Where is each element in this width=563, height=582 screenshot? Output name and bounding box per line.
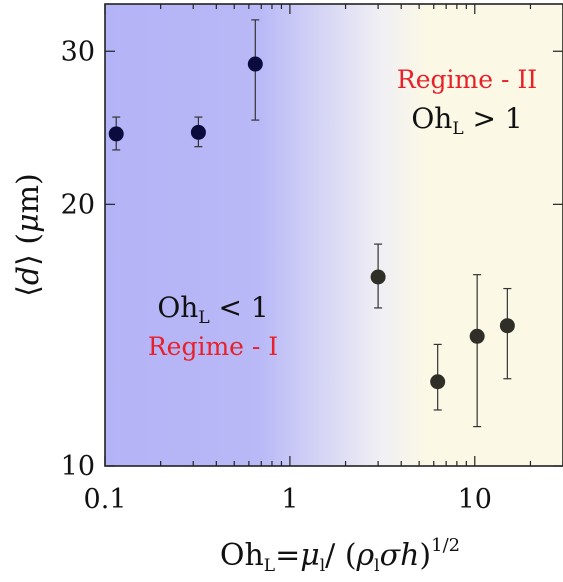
x-tick-label-2: 10 bbox=[458, 484, 492, 515]
y-title-unit-open: ( bbox=[11, 233, 46, 254]
x-title-slash: / ( bbox=[325, 538, 356, 573]
x-title-sigma-h: σh bbox=[380, 538, 420, 573]
x-title-rho: ρ bbox=[356, 538, 375, 573]
data-points bbox=[108, 56, 515, 390]
data-point-1-1 bbox=[430, 374, 446, 390]
y-title-unit-mu: μ bbox=[11, 213, 46, 233]
y-title-unit-m: m bbox=[11, 185, 46, 213]
x-title-rho-sub: l bbox=[374, 556, 379, 576]
data-point-1-3 bbox=[499, 318, 515, 334]
x-title-exponent: 1/2 bbox=[431, 535, 460, 556]
y-tick-label-0: 10 bbox=[61, 451, 95, 482]
y-axis-ticks: 10 20 30 bbox=[61, 36, 563, 482]
regime-1-condition: OhL < 1 bbox=[157, 291, 268, 328]
x-title-close: ) bbox=[419, 538, 431, 573]
x-axis-ticks: 0.1 1 10 bbox=[84, 4, 563, 515]
data-point-0-0 bbox=[108, 126, 124, 142]
data-point-0-1 bbox=[190, 124, 206, 140]
y-title-left-bracket: ⟨ bbox=[11, 285, 46, 297]
y-title-unit-close: ) bbox=[11, 173, 46, 185]
y-title-var: d bbox=[11, 266, 46, 285]
x-title-oh-sub: L bbox=[264, 556, 275, 576]
data-point-1-0 bbox=[370, 269, 386, 285]
regime-1-label: Regime - I bbox=[148, 332, 278, 361]
x-title-oh: Oh bbox=[220, 538, 264, 573]
y-tick-label-1: 20 bbox=[61, 189, 95, 220]
x-axis-title: OhL=μl/ (ρlσh)1/2 bbox=[220, 535, 460, 576]
regime-2-oh-sub: L bbox=[452, 119, 463, 139]
x-title-equals: = bbox=[275, 538, 300, 573]
x-tick-label-0: 0.1 bbox=[84, 484, 127, 515]
x-title-mu: μ bbox=[300, 538, 320, 573]
regime-1-oh-sub: L bbox=[198, 308, 209, 328]
regime-2-relation: > 1 bbox=[464, 102, 523, 135]
y-title-right-bracket: ⟩ bbox=[11, 254, 46, 266]
plot-background bbox=[105, 4, 563, 466]
plot-frame bbox=[104, 3, 563, 467]
data-point-0-2 bbox=[247, 56, 263, 72]
regime-2-oh: Oh bbox=[411, 102, 452, 135]
regime-2-condition: OhL > 1 bbox=[411, 102, 522, 139]
regime-1-oh: Oh bbox=[157, 291, 198, 324]
regime-2-label: Regime - II bbox=[397, 65, 537, 94]
y-tick-label-2: 30 bbox=[61, 36, 95, 67]
y-axis-title: ⟨d⟩ (μm) bbox=[11, 173, 46, 297]
x-title-mu-sub: l bbox=[320, 556, 325, 576]
data-point-1-2 bbox=[469, 328, 485, 344]
x-tick-label-1: 1 bbox=[281, 484, 298, 515]
regime-1-relation: < 1 bbox=[210, 291, 269, 324]
